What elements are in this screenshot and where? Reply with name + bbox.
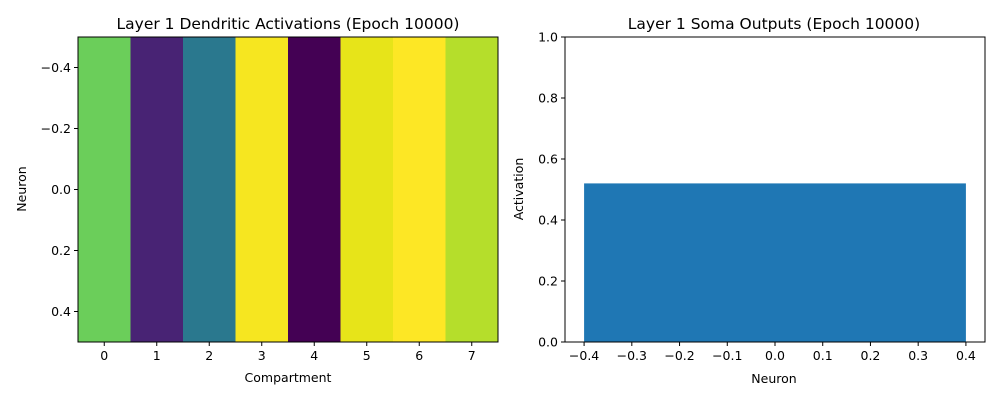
bar-marks <box>584 183 966 342</box>
heatmap-panel: Layer 1 Dendritic Activations (Epoch 100… <box>14 15 499 385</box>
heatmap-y-tick-label: −0.4 <box>41 60 71 75</box>
heatmap-cell-2 <box>183 37 236 342</box>
bar-y-tick-label: 0.2 <box>538 274 558 289</box>
heatmap-x-tick-label: 4 <box>310 348 318 363</box>
bar-y-tick-label: 0.4 <box>538 213 558 228</box>
heatmap-x-tick-label: 1 <box>153 348 161 363</box>
bar-x-tick-label: −0.3 <box>617 348 647 363</box>
heatmap-x-tick-label: 2 <box>205 348 213 363</box>
bar-x-tick-label: 0.0 <box>765 348 785 363</box>
bar-x-tick-label: −0.1 <box>712 348 742 363</box>
bar-x-tick-label: −0.4 <box>569 348 599 363</box>
heatmap-y-tick-label: 0.0 <box>51 182 71 197</box>
heatmap-x-ticks: 0 1 2 3 4 5 6 7 <box>100 342 476 363</box>
bar-x-tick-label: 0.3 <box>908 348 928 363</box>
bar-y-tick-label: 0.6 <box>538 152 558 167</box>
heatmap-cell-0 <box>78 37 131 342</box>
bar-y-tick-label: 1.0 <box>538 30 558 45</box>
heatmap-x-tick-label: 7 <box>468 348 476 363</box>
heatmap-title: Layer 1 Dendritic Activations (Epoch 100… <box>117 15 460 33</box>
heatmap-cell-7 <box>445 37 499 342</box>
bar-y-tick-label: 0.0 <box>538 335 558 350</box>
heatmap-x-tick-label: 3 <box>258 348 266 363</box>
heatmap-cell-4 <box>288 37 341 342</box>
heatmap-x-tick-label: 6 <box>415 348 423 363</box>
bar-x-tick-label: 0.1 <box>813 348 833 363</box>
heatmap-cell-6 <box>393 37 446 342</box>
heatmap-y-tick-label: −0.2 <box>41 121 71 136</box>
bar-x-tick-label: 0.4 <box>956 348 976 363</box>
bar-0 <box>584 183 966 342</box>
heatmap-cell-1 <box>130 37 184 342</box>
bar-x-label: Neuron <box>751 371 796 386</box>
bar-x-ticks: −0.4 −0.3 −0.2 −0.1 0.0 0.1 0.2 0.3 0.4 <box>569 342 976 363</box>
heatmap-x-tick-label: 0 <box>100 348 108 363</box>
heatmap-x-tick-label: 5 <box>363 348 371 363</box>
bar-y-tick-label: 0.8 <box>538 91 558 106</box>
heatmap-y-label: Neuron <box>14 166 29 211</box>
heatmap-cell-3 <box>235 37 289 342</box>
bar-y-ticks: 0.0 0.2 0.4 0.6 0.8 1.0 <box>538 30 565 350</box>
bar-title: Layer 1 Soma Outputs (Epoch 10000) <box>628 15 920 33</box>
bar-x-tick-label: 0.2 <box>861 348 881 363</box>
bar-y-label: Activation <box>511 158 526 221</box>
heatmap-y-tick-label: 0.4 <box>51 304 71 319</box>
bar-panel: Layer 1 Soma Outputs (Epoch 10000) −0.4−… <box>511 15 986 386</box>
heatmap-cells <box>78 37 499 342</box>
bar-x-tick-label: −0.2 <box>664 348 694 363</box>
heatmap-cell-5 <box>340 37 394 342</box>
heatmap-y-tick-label: 0.2 <box>51 243 71 258</box>
heatmap-y-ticks: −0.4 −0.2 0.0 0.2 0.4 <box>41 60 78 319</box>
heatmap-x-label: Compartment <box>245 370 332 385</box>
